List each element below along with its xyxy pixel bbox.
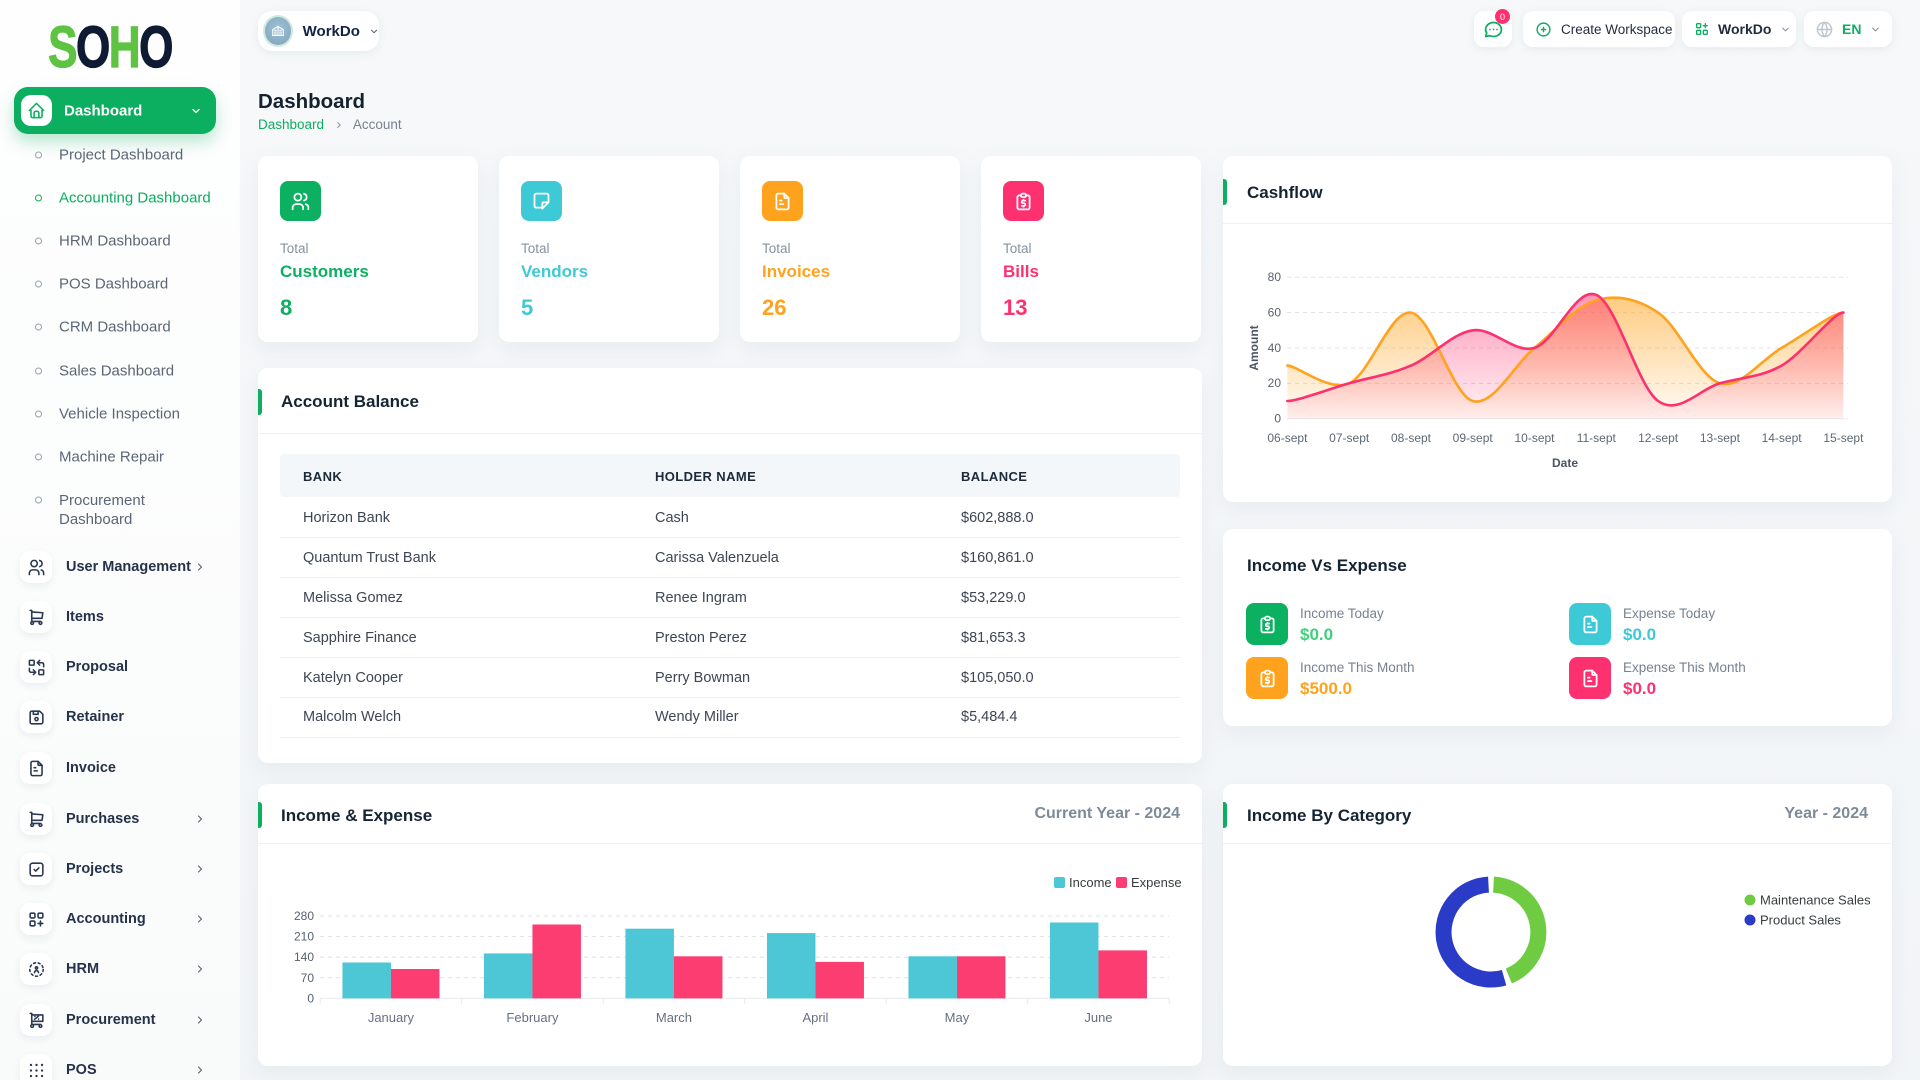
svg-text:280: 280 — [294, 909, 314, 923]
svg-text:140: 140 — [294, 950, 314, 964]
svg-text:Income: Income — [1069, 875, 1112, 890]
svg-text:Expense: Expense — [1131, 875, 1182, 890]
svg-text:11-sept: 11-sept — [1577, 431, 1617, 445]
svg-text:May: May — [945, 1010, 970, 1025]
svg-text:210: 210 — [294, 930, 314, 944]
svg-text:09-sept: 09-sept — [1453, 431, 1494, 445]
svg-text:20: 20 — [1268, 376, 1282, 390]
svg-text:70: 70 — [301, 971, 315, 985]
svg-text:Maintenance Sales: Maintenance Sales — [1760, 893, 1871, 908]
svg-text:Product Sales: Product Sales — [1760, 913, 1841, 928]
svg-text:80: 80 — [1268, 270, 1282, 284]
svg-text:April: April — [802, 1010, 828, 1025]
svg-text:07-sept: 07-sept — [1329, 431, 1370, 445]
svg-text:Amount: Amount — [1247, 325, 1261, 370]
svg-text:60: 60 — [1268, 305, 1282, 319]
svg-text:10-sept: 10-sept — [1514, 431, 1555, 445]
svg-text:15-sept: 15-sept — [1823, 431, 1864, 445]
svg-text:Date: Date — [1552, 456, 1578, 470]
svg-text:08-sept: 08-sept — [1391, 431, 1432, 445]
svg-text:14-sept: 14-sept — [1762, 431, 1803, 445]
svg-text:13-sept: 13-sept — [1700, 431, 1741, 445]
svg-text:January: January — [368, 1010, 415, 1025]
svg-text:0: 0 — [307, 991, 314, 1005]
svg-text:12-sept: 12-sept — [1638, 431, 1679, 445]
svg-text:June: June — [1084, 1010, 1112, 1025]
svg-text:February: February — [506, 1010, 559, 1025]
svg-text:March: March — [656, 1010, 692, 1025]
svg-text:0: 0 — [1274, 412, 1281, 426]
svg-text:40: 40 — [1268, 341, 1282, 355]
svg-text:06-sept: 06-sept — [1267, 431, 1308, 445]
